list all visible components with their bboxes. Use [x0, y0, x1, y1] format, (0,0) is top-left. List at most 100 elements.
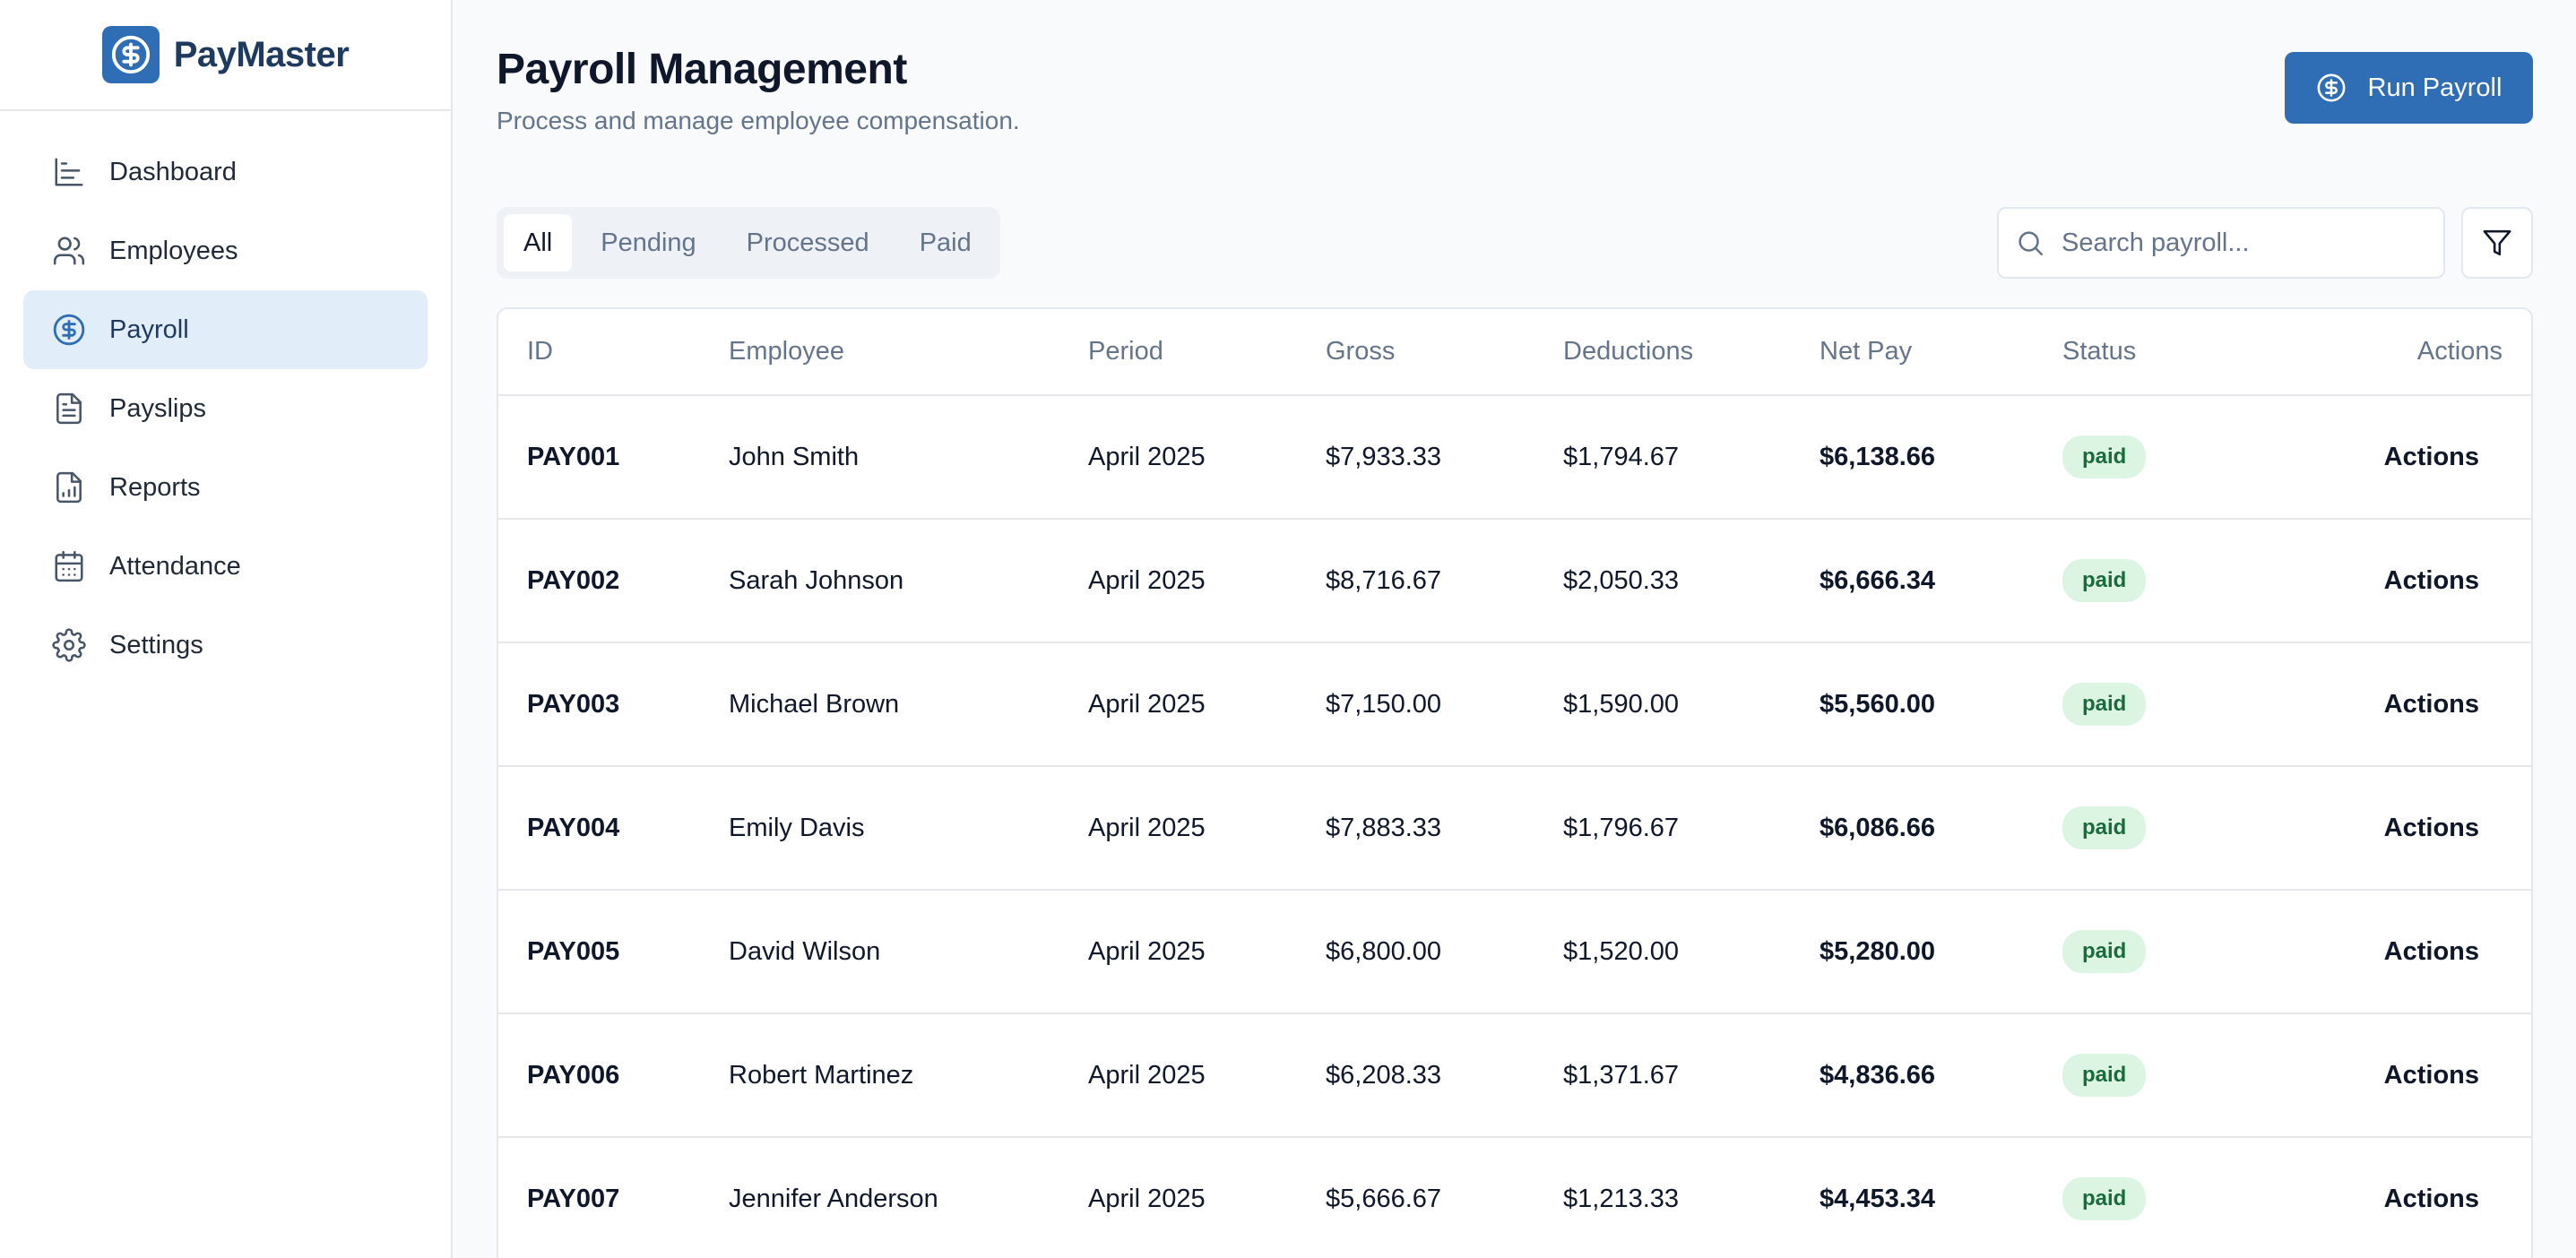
- sidebar-item-label: Payroll: [109, 314, 189, 344]
- cell-status: paid: [2034, 890, 2303, 1014]
- cell-employee: Jennifer Anderson: [700, 1137, 1059, 1258]
- search-input[interactable]: [2062, 228, 2420, 258]
- search-box[interactable]: [1997, 207, 2445, 279]
- status-badge: paid: [2062, 435, 2147, 478]
- cell-id: PAY006: [498, 1013, 700, 1138]
- run-payroll-label: Run Payroll: [2367, 73, 2503, 102]
- cell-employee: Sarah Johnson: [700, 519, 1059, 643]
- column-header-deductions[interactable]: Deductions: [1534, 309, 1791, 396]
- cell-net-pay: $6,666.34: [1791, 519, 2034, 643]
- sidebar-item-payroll[interactable]: Payroll: [23, 290, 428, 369]
- search-icon: [2018, 231, 2044, 256]
- cell-status: paid: [2034, 642, 2303, 767]
- tab-paid[interactable]: Paid: [919, 228, 972, 257]
- filter-icon: [2483, 229, 2511, 256]
- cell-net-pay: $6,138.66: [1791, 395, 2034, 520]
- cell-id: PAY007: [498, 1137, 700, 1258]
- sidebar-item-payslips[interactable]: Payslips: [23, 369, 428, 448]
- column-header-status[interactable]: Status: [2034, 309, 2303, 396]
- brand[interactable]: PayMaster: [0, 0, 451, 111]
- column-header-net-pay[interactable]: Net Pay: [1791, 309, 2034, 396]
- toolbar-tools: [1997, 207, 2533, 279]
- status-badge: paid: [2062, 806, 2147, 849]
- cell-period: April 2025: [1059, 1137, 1297, 1258]
- payroll-table: ID Employee Period Gross Deductions Net …: [498, 309, 2531, 1258]
- main-content: Payroll Management Process and manage em…: [453, 0, 2576, 1258]
- toolbar: All Pending Processed Paid: [497, 207, 2533, 279]
- cell-period: April 2025: [1059, 642, 1297, 767]
- column-header-gross[interactable]: Gross: [1297, 309, 1534, 396]
- row-actions-button[interactable]: Actions: [2303, 395, 2531, 520]
- sidebar-item-attendance[interactable]: Attendance: [23, 527, 428, 606]
- cell-id: PAY004: [498, 766, 700, 891]
- status-badge: paid: [2062, 683, 2147, 726]
- cell-employee: Emily Davis: [700, 766, 1059, 891]
- row-actions-button[interactable]: Actions: [2303, 519, 2531, 643]
- column-header-period[interactable]: Period: [1059, 309, 1297, 396]
- cell-period: April 2025: [1059, 766, 1297, 891]
- table-body: PAY001 John Smith April 2025 $7,933.33 $1,79…: [498, 395, 2531, 1258]
- cell-id: PAY003: [498, 642, 700, 767]
- cell-employee: David Wilson: [700, 890, 1059, 1014]
- cell-gross: $5,666.67: [1297, 1137, 1534, 1258]
- cell-id: PAY002: [498, 519, 700, 643]
- brand-name: PayMaster: [173, 34, 350, 74]
- column-header-actions: Actions: [2303, 309, 2531, 396]
- cell-status: paid: [2034, 1013, 2303, 1138]
- filter-button[interactable]: [2461, 207, 2533, 279]
- table-row[interactable]: PAY003 Michael Brown April 2025 $7,150.00 $1…: [498, 642, 2531, 767]
- bar-chart-icon: [55, 158, 83, 186]
- run-payroll-button[interactable]: Run Payroll: [2285, 52, 2533, 124]
- sidebar-nav: Dashboard Employees Payroll: [0, 111, 451, 706]
- page-title: Payroll Management: [497, 46, 907, 93]
- sidebar-item-dashboard[interactable]: Dashboard: [23, 133, 428, 211]
- cell-net-pay: $6,086.66: [1791, 766, 2034, 891]
- cell-id: PAY005: [498, 890, 700, 1014]
- status-badge: paid: [2062, 930, 2147, 973]
- sidebar-item-settings[interactable]: Settings: [23, 606, 428, 685]
- document-icon: [56, 392, 82, 425]
- cell-deductions: $1,371.67: [1534, 1013, 1791, 1138]
- dollar-circle-icon: [53, 314, 85, 346]
- users-icon: [53, 237, 85, 265]
- cell-net-pay: $4,453.34: [1791, 1137, 2034, 1258]
- sidebar-item-employees[interactable]: Employees: [23, 211, 428, 290]
- tab-pending[interactable]: Pending: [601, 228, 696, 257]
- cell-period: April 2025: [1059, 1013, 1297, 1138]
- cell-deductions: $1,796.67: [1534, 766, 1791, 891]
- cell-employee: Robert Martinez: [700, 1013, 1059, 1138]
- row-actions-button[interactable]: Actions: [2303, 1013, 2531, 1138]
- sidebar-item-label: Dashboard: [109, 157, 237, 186]
- table-row[interactable]: PAY004 Emily Davis April 2025 $7,883.33 $1,7…: [498, 766, 2531, 891]
- cell-gross: $7,883.33: [1297, 766, 1534, 891]
- table-row[interactable]: PAY005 David Wilson April 2025 $6,800.00 $1,…: [498, 890, 2531, 1014]
- sidebar-item-label: Payslips: [109, 393, 206, 423]
- cell-status: paid: [2034, 766, 2303, 891]
- calendar-icon: [55, 550, 83, 582]
- tab-all[interactable]: All: [504, 214, 573, 271]
- cell-deductions: $1,213.33: [1534, 1137, 1791, 1258]
- sidebar: PayMaster Dashboard Employees Pa: [0, 0, 453, 1258]
- status-badge: paid: [2062, 1177, 2147, 1220]
- table-row[interactable]: PAY001 John Smith April 2025 $7,933.33 $1,79…: [498, 395, 2531, 520]
- row-actions-button[interactable]: Actions: [2303, 766, 2531, 891]
- title-group: Payroll Management Process and manage em…: [497, 43, 1020, 135]
- table-row[interactable]: PAY002 Sarah Johnson April 2025 $8,716.67 $2…: [498, 519, 2531, 643]
- cell-net-pay: $4,836.66: [1791, 1013, 2034, 1138]
- sidebar-item-label: Reports: [109, 472, 201, 502]
- tab-processed[interactable]: Processed: [746, 228, 869, 257]
- cell-deductions: $1,590.00: [1534, 642, 1791, 767]
- cell-deductions: $1,520.00: [1534, 890, 1791, 1014]
- sidebar-item-label: Settings: [109, 630, 203, 659]
- dollar-circle-icon: [2317, 73, 2345, 102]
- table-row[interactable]: PAY006 Robert Martinez April 2025 $6,208.33…: [498, 1013, 2531, 1138]
- column-header-id[interactable]: ID: [498, 309, 700, 396]
- row-actions-button[interactable]: Actions: [2303, 890, 2531, 1014]
- sidebar-item-reports[interactable]: Reports: [23, 448, 428, 527]
- row-actions-button[interactable]: Actions: [2303, 642, 2531, 767]
- column-header-employee[interactable]: Employee: [700, 309, 1059, 396]
- row-actions-button[interactable]: Actions: [2303, 1137, 2531, 1258]
- cell-period: April 2025: [1059, 519, 1297, 643]
- table-row[interactable]: PAY007 Jennifer Anderson April 2025 $5,666.…: [498, 1137, 2531, 1258]
